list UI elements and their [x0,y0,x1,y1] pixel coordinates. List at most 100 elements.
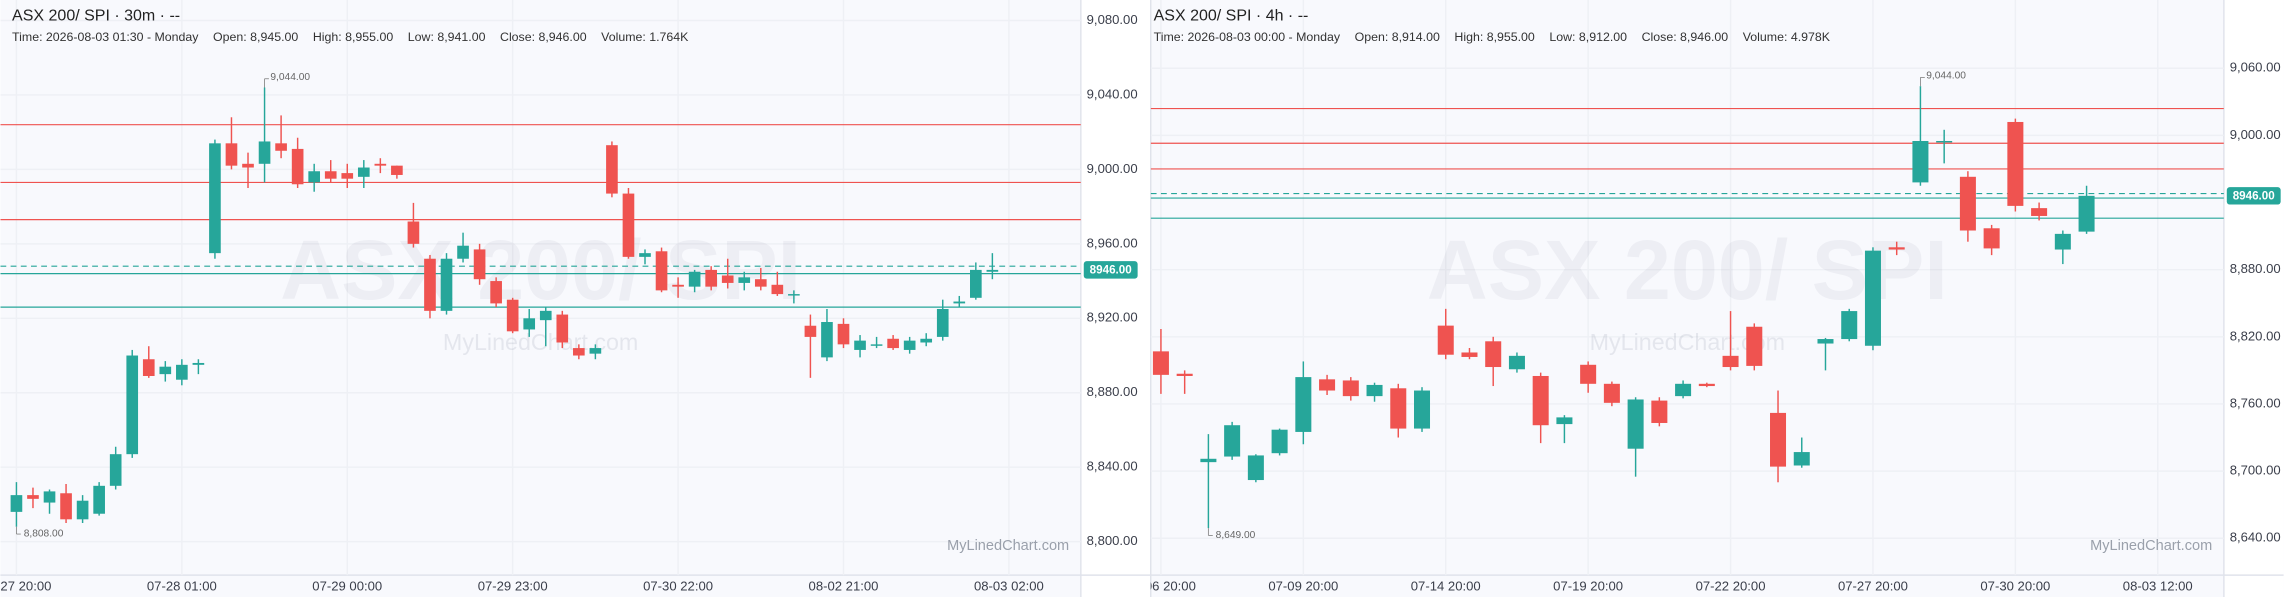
candle-body [1508,355,1525,370]
candle-body [1271,429,1288,454]
x-tick-label: 07-30 22:00 [643,578,713,593]
candle-body [1532,375,1549,426]
y-tick-label: 9,080.00 [1087,12,1138,27]
candle-body [573,348,585,356]
candle-body [258,141,271,164]
price-axis-right [2223,0,2284,597]
high-note: 9,044.00 [1926,71,1966,82]
candle-body [1627,399,1644,449]
candle-body [109,454,122,486]
candle-body [523,318,536,330]
candle-body [1437,325,1454,355]
candle-body [1841,311,1858,340]
info-field: Volume: 1.764K [601,30,689,44]
y-tick-label: 9,000.00 [1087,161,1138,176]
candle-body [870,344,883,346]
candle-body [754,279,767,287]
candle-body [1295,377,1312,432]
candle-body [1224,425,1241,457]
candle-body [986,269,999,272]
chart-title: ASX 200/ SPI · 4h · -- [1154,7,1309,24]
candle-body [308,171,321,183]
chart-title: ASX 200/ SPI · 30m · -- [12,7,180,24]
plot: 07-27 20:00 07-28 01:00 07-29 00:00 07-29 2… [0,0,1081,593]
candle-body [142,359,155,376]
x-tick-label: 07-19 20:00 [1553,578,1623,593]
candle-body [1864,250,1881,346]
info-field: Low: 8,941.00 [408,30,486,44]
watermark: ASX 200/ SPI [1427,223,1948,317]
info-field: High: 8,955.00 [313,30,394,44]
candle-body [341,173,354,179]
candle-body [424,258,436,311]
candle-body [539,310,552,321]
x-tick-label: 08-03 02:00 [974,578,1044,593]
y-tick-label: 8,820.00 [2230,328,2281,343]
candle-body [1200,458,1217,463]
candle-body [1319,379,1336,391]
x-tick-label: 07-28 01:00 [147,578,217,593]
candle-body [854,340,866,350]
candle-body [1603,383,1620,403]
y-tick-label: 9,060.00 [2230,60,2281,75]
x-tick-label: 07-27 20:00 [1838,578,1908,593]
candle-body [10,495,23,512]
info-field: Close: 8,946.00 [500,30,587,44]
candle-body [1983,228,2000,249]
candle-body [457,245,469,259]
candle-body [357,167,370,177]
candle-body [1959,176,1976,231]
y-tick-label: 8,960.00 [1087,235,1138,250]
candle-body [407,221,420,244]
y-tick-label: 8,880.00 [2230,261,2281,276]
candle-body [606,145,618,194]
x-tick-label: 07-14 20:00 [1411,578,1481,593]
y-tick-label: 8,880.00 [1087,384,1138,399]
candle-body [27,495,39,499]
candle-body [1698,383,1715,387]
y-tick-label: 8,800.00 [1087,533,1138,548]
candle-body [2078,195,2095,232]
y-tick-label: 8,840.00 [1087,459,1138,474]
y-tick-label: 9,000.00 [2230,127,2281,142]
candle-body [93,485,105,514]
candle-body [291,148,304,185]
candle-body [1176,373,1193,376]
candle-body [556,314,569,343]
watermark-brand: MyLinedChart.com [443,329,638,355]
candle-body [953,301,966,304]
candle-body [1770,412,1787,467]
candle-body [705,269,717,287]
candle-body [43,491,56,503]
candle-body [126,355,139,455]
candle-body [1936,140,1953,143]
candle-body [1651,400,1668,423]
candle-body [1461,352,1478,357]
candle-body [1746,326,1763,366]
price-badge [1083,261,1138,279]
candle-body [1888,247,1905,250]
candle-body [2007,121,2024,206]
info-field: Open: 8,945.00 [213,30,298,44]
candle-body [821,322,833,358]
y-tick-label: 8,640.00 [2230,530,2281,545]
candle-body [622,193,635,257]
candle-body [1675,383,1692,397]
candle-body [1580,364,1597,384]
candle-body [589,348,602,354]
candle-body [903,340,916,350]
candle-body [970,269,982,298]
candle-body [1556,417,1573,425]
info-field: Time: 2026-08-03 00:00 - Monday [1154,30,1341,44]
y-tick-label: 8,920.00 [1087,310,1138,325]
x-tick-label: 07-09 20:00 [1268,578,1338,593]
candle-body [60,493,72,520]
candle-body [1366,384,1383,397]
candle-body [1722,355,1739,368]
candle-body [1817,339,1834,344]
candle-body [738,277,751,283]
candle-body [920,338,933,343]
candle-body [473,249,486,280]
price-axis-left [1080,0,1151,597]
